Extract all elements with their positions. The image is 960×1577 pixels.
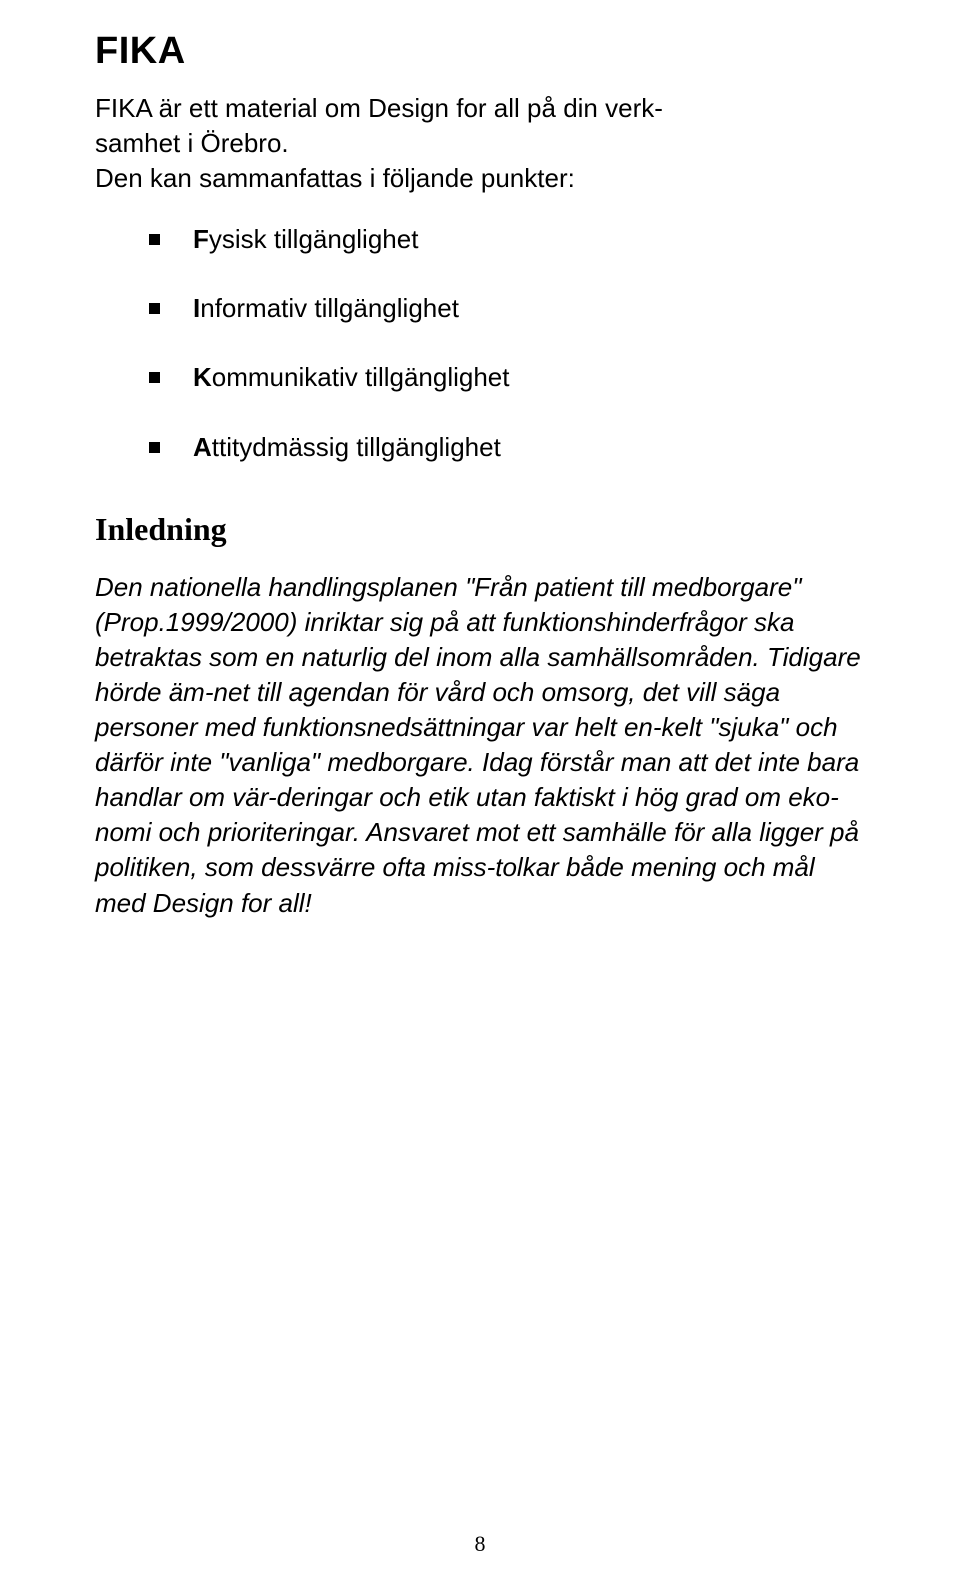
page-title: FIKA bbox=[95, 30, 865, 73]
bullet-item: Attitydmässig tillgänglighet bbox=[149, 430, 865, 465]
intro-line: FIKA är ett material om Design for all p… bbox=[95, 93, 663, 123]
bullet-item: Informativ tillgänglighet bbox=[149, 291, 865, 326]
bullet-rest: ttitydmässig tillgänglighet bbox=[212, 432, 501, 462]
intro-line: samhet i Örebro. bbox=[95, 128, 289, 158]
body-paragraph: Den nationella handlingsplanen "Från pat… bbox=[95, 570, 865, 921]
section-heading: Inledning bbox=[95, 511, 865, 548]
bullet-rest: ommunikativ tillgänglighet bbox=[212, 362, 510, 392]
bullet-item: Kommunikativ tillgänglighet bbox=[149, 360, 865, 395]
bullet-bold: F bbox=[193, 224, 209, 254]
bullet-rest: nformativ tillgänglighet bbox=[200, 293, 459, 323]
bullet-bold: K bbox=[193, 362, 212, 392]
intro-line: Den kan sammanfattas i följande punkter: bbox=[95, 163, 575, 193]
bullet-rest: ysisk tillgänglighet bbox=[209, 224, 419, 254]
bullet-list: Fysisk tillgänglighet Informativ tillgän… bbox=[149, 222, 865, 464]
page-number: 8 bbox=[0, 1531, 960, 1557]
document-page: FIKA FIKA är ett material om Design for … bbox=[0, 0, 960, 1577]
intro-paragraph: FIKA är ett material om Design for all p… bbox=[95, 91, 865, 196]
bullet-bold: A bbox=[193, 432, 212, 462]
bullet-item: Fysisk tillgänglighet bbox=[149, 222, 865, 257]
